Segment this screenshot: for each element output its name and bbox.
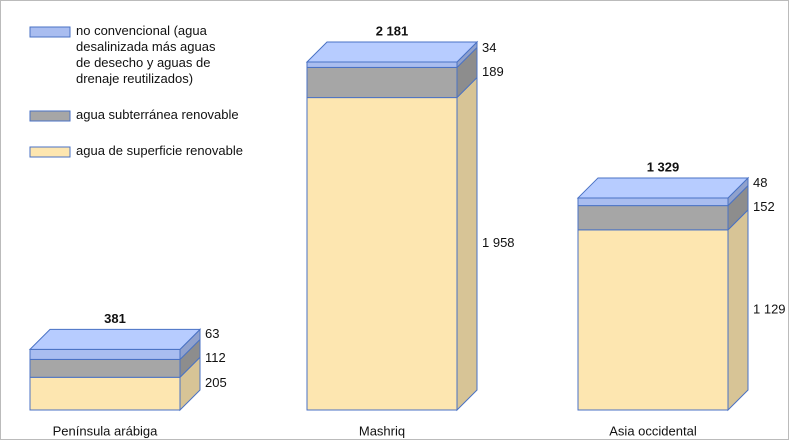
value-label: 63 xyxy=(205,326,219,341)
bar xyxy=(306,66,458,99)
bar xyxy=(29,358,181,378)
bar xyxy=(306,61,458,68)
x-tick-label: Asia occidental xyxy=(609,423,697,438)
total-label: 381 xyxy=(104,311,126,326)
legend-label: agua de superficie renovable xyxy=(76,143,243,158)
bar-top xyxy=(305,41,479,63)
value-label: 34 xyxy=(482,40,496,55)
bar xyxy=(306,97,458,411)
value-label: 1 129 xyxy=(753,301,786,316)
value-label: 189 xyxy=(482,64,504,79)
legend-line: agua subterránea renovable xyxy=(76,107,239,122)
bar-side xyxy=(727,208,749,412)
bar xyxy=(577,197,729,207)
legend-line: drenaje reutilizados) xyxy=(76,71,193,86)
legend-line: de desecho y aguas de xyxy=(76,55,210,70)
legend-swatch xyxy=(29,110,71,122)
bar xyxy=(577,229,729,411)
legend-swatch xyxy=(29,146,71,158)
bar xyxy=(29,348,181,360)
value-label: 48 xyxy=(753,175,767,190)
legend-line: no convencional (agua xyxy=(76,23,208,38)
bar-top xyxy=(28,328,202,350)
legend-label: agua subterránea renovable xyxy=(76,107,239,122)
bar xyxy=(29,376,181,411)
legend-label: no convencional (agua desalinizada más ag… xyxy=(76,23,216,86)
bar-top xyxy=(576,177,750,199)
value-label: 205 xyxy=(205,375,227,390)
legend-line: agua de superficie renovable xyxy=(76,143,243,158)
bar xyxy=(577,205,729,231)
bar-side xyxy=(456,76,478,412)
total-label: 1 329 xyxy=(647,159,680,174)
legend-line: desalinizada más aguas xyxy=(76,39,216,54)
total-label: 2 181 xyxy=(376,23,409,38)
legend-swatch xyxy=(29,26,71,38)
value-label: 152 xyxy=(753,199,775,214)
x-tick-label: Península arábiga xyxy=(53,423,159,438)
value-label: 1 958 xyxy=(482,235,515,250)
value-label: 112 xyxy=(205,350,226,365)
x-tick-label: Mashriq xyxy=(359,423,405,438)
